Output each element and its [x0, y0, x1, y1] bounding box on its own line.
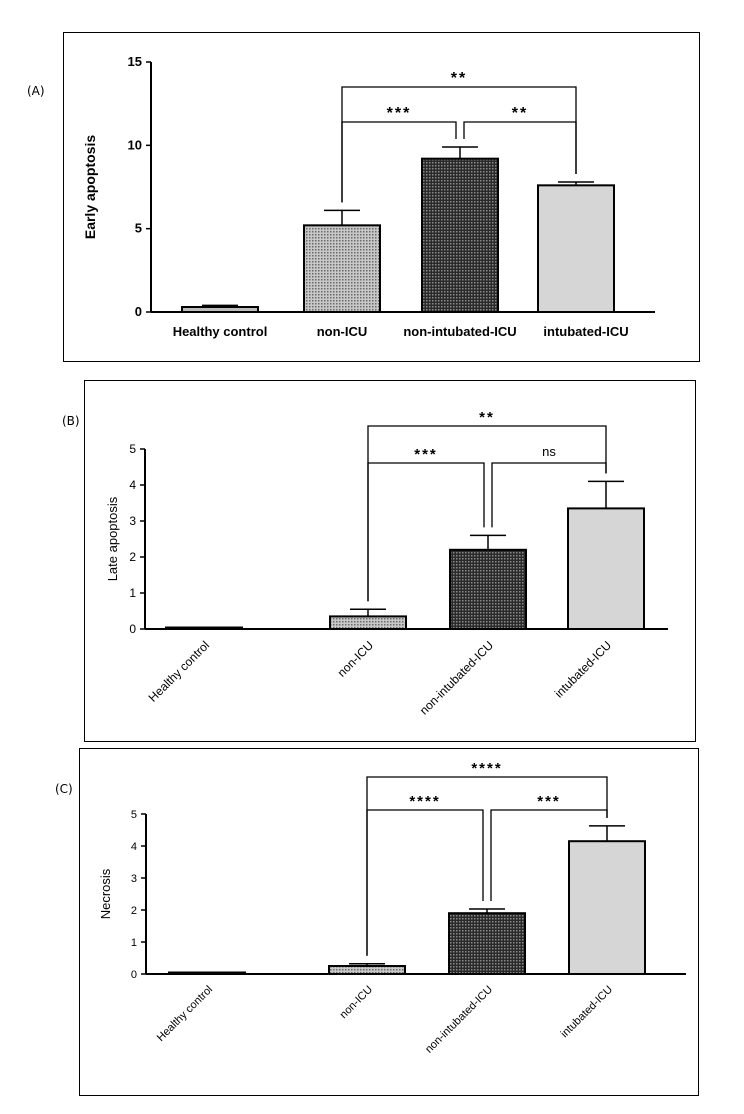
y-tick-label: 0: [135, 304, 142, 319]
x-tick-label: non-intubated-ICU: [423, 984, 495, 1056]
significance-bracket: [341, 121, 457, 203]
x-tick-label: intubated-ICU: [559, 984, 616, 1041]
y-tick-label: 5: [131, 809, 137, 821]
significance-label: **: [512, 105, 528, 122]
y-axis-label: Late apoptosis: [105, 496, 120, 581]
significance-bracket: [366, 809, 484, 956]
significance-label: ns: [542, 444, 556, 459]
bar: [421, 157, 499, 313]
significance-label: ****: [471, 760, 502, 777]
y-tick-label: 4: [131, 841, 137, 853]
significance-bracket: [491, 462, 607, 528]
y-tick-label: 4: [129, 478, 136, 492]
panel-a-letter: (A): [27, 84, 45, 98]
x-tick-label: Healthy control: [173, 324, 268, 339]
bar: [568, 840, 646, 976]
x-tick-label: non-ICU: [317, 324, 368, 339]
significance-bracket: [463, 121, 577, 174]
y-tick-label: 3: [131, 873, 137, 885]
significance-bracket: [490, 809, 608, 902]
y-tick-label: 5: [135, 221, 142, 236]
y-tick-label: 5: [129, 442, 136, 456]
bar: [328, 965, 406, 975]
y-tick-label: 2: [131, 905, 137, 917]
panel-c-letter: (C): [55, 782, 73, 796]
significance-label: **: [479, 409, 495, 426]
x-tick-label: intubated-ICU: [543, 324, 628, 339]
y-tick-label: 15: [128, 54, 142, 69]
y-tick-label: 0: [131, 969, 137, 981]
significance-label: **: [451, 70, 467, 87]
significance-label: ****: [409, 793, 440, 810]
significance-label: ***: [537, 793, 561, 810]
bar: [448, 912, 526, 976]
significance-label: ***: [387, 105, 412, 122]
panel-b-letter: (B): [62, 414, 80, 428]
y-axis-label: Necrosis: [98, 868, 113, 919]
x-tick-label: non-ICU: [338, 984, 375, 1021]
x-tick-label: Healthy control: [155, 984, 215, 1044]
y-tick-label: 1: [131, 937, 137, 949]
y-tick-label: 1: [129, 586, 136, 600]
y-tick-label: 0: [129, 622, 136, 636]
y-tick-label: 2: [129, 550, 136, 564]
bar: [303, 224, 381, 313]
bar: [567, 507, 645, 630]
significance-bracket: [367, 462, 485, 602]
y-axis-label: Early apoptosis: [82, 135, 98, 239]
significance-label: ***: [414, 446, 438, 463]
bar: [449, 548, 527, 630]
x-tick-label: non-intubated-ICU: [403, 324, 516, 339]
y-tick-label: 10: [128, 137, 142, 152]
y-tick-label: 3: [129, 514, 136, 528]
